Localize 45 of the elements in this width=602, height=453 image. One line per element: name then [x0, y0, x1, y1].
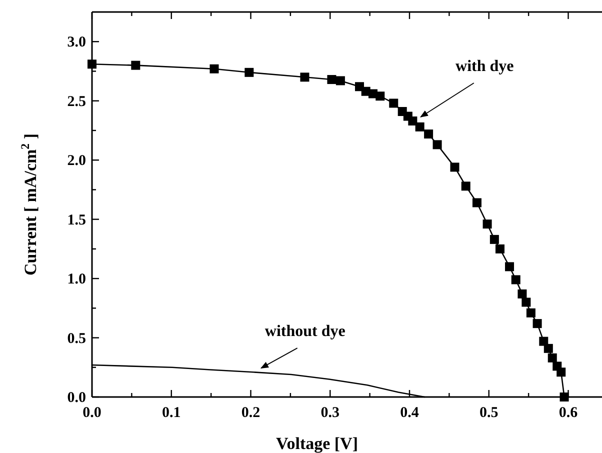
x-tick-label: 0.6 — [558, 405, 578, 421]
x-axis-title: Voltage [V] — [276, 434, 358, 453]
point — [376, 92, 385, 101]
x-tick-label: 0.0 — [82, 405, 102, 421]
annotation: with dye — [456, 58, 514, 75]
y-tick-label: 0.5 — [67, 330, 86, 347]
point — [522, 298, 531, 307]
y-tick-label: 0.0 — [67, 390, 86, 406]
point — [408, 116, 418, 126]
point — [518, 289, 527, 298]
point — [544, 344, 553, 353]
point — [495, 244, 504, 254]
point — [432, 140, 442, 150]
y-tick-label: 2.5 — [67, 94, 86, 110]
y-tick-label: 1.5 — [67, 212, 86, 228]
point — [556, 368, 566, 377]
point — [490, 234, 499, 244]
y-tick-label: 1.0 — [67, 272, 86, 288]
point — [244, 68, 254, 77]
point — [424, 130, 434, 139]
x-tick-label: 0.2 — [241, 405, 260, 421]
point — [300, 72, 310, 82]
x-tick-label: 0.5 — [480, 405, 498, 421]
y-tick-label: 2.0 — [67, 153, 86, 170]
point — [548, 353, 557, 362]
point — [415, 122, 424, 132]
point — [131, 60, 140, 70]
point — [472, 198, 482, 208]
x-tick-label: 0.1 — [162, 405, 181, 421]
point — [505, 262, 514, 272]
annotation: without dye — [264, 323, 346, 340]
point — [327, 75, 336, 84]
x-tick-label: 0.3 — [320, 405, 340, 421]
y-tick-label: 3.0 — [67, 34, 86, 51]
point — [450, 162, 460, 172]
point — [526, 308, 536, 318]
point — [532, 319, 542, 328]
point — [389, 98, 398, 108]
point — [539, 336, 548, 346]
point — [511, 275, 520, 284]
point — [336, 76, 345, 86]
point — [482, 220, 492, 229]
point — [210, 64, 219, 74]
x-tick-label: 0.4 — [400, 405, 420, 421]
point — [461, 182, 470, 191]
